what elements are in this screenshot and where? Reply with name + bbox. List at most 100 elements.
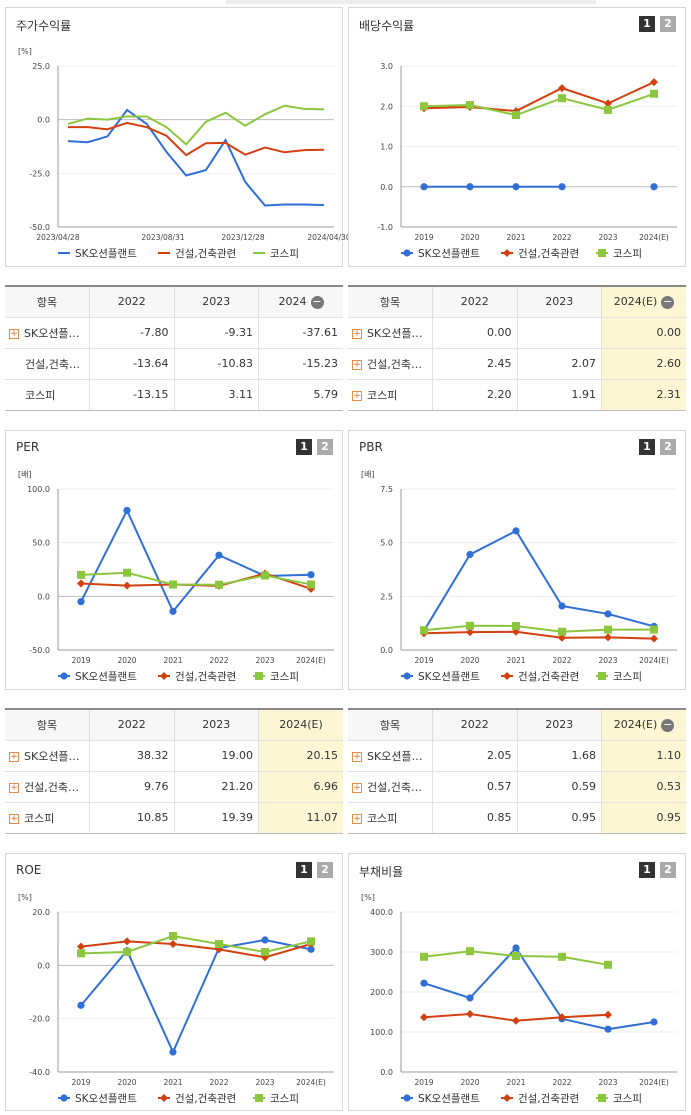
y-tick-label: 0.0 [37, 592, 50, 601]
data-point [558, 952, 566, 961]
expand-icon[interactable]: + [352, 782, 362, 793]
chart-mode-1-button[interactable]: 1 [639, 862, 655, 878]
chart-mode-1-button[interactable]: 1 [639, 439, 655, 455]
x-tick-label: 2024(E) [296, 656, 326, 665]
collapse-icon[interactable]: − [310, 294, 324, 309]
data-point [307, 584, 315, 593]
row-label[interactable]: + 건설,건축… [348, 770, 433, 802]
data-point [604, 633, 612, 642]
x-tick-label: 2021 [506, 656, 525, 665]
chart-mode-2-button[interactable]: 2 [317, 439, 333, 455]
x-tick-label: 2020 [460, 1078, 479, 1087]
row-label[interactable]: + 코스피 [348, 801, 433, 833]
x-tick-label: 2019 [414, 233, 433, 242]
y-tick-label: 20.0 [32, 908, 50, 917]
series [420, 78, 658, 116]
collapse-icon[interactable]: − [661, 294, 675, 309]
x-tick-label: 2020 [460, 656, 479, 665]
row-label[interactable]: + 건설,건축… [348, 347, 433, 379]
chart-mode-1-button[interactable]: 1 [296, 862, 312, 878]
legend-label: 건설,건축관련 [175, 671, 236, 683]
data-point [512, 111, 520, 120]
legend-item: SK오션플랜트 [58, 248, 137, 260]
column-header: 2022 [89, 710, 174, 740]
expand-icon[interactable]: + [9, 751, 19, 762]
expand-icon[interactable]: + [9, 782, 19, 793]
x-tick-label: 2022 [552, 656, 571, 665]
chart-mode-2-button[interactable]: 2 [660, 439, 676, 455]
row-label[interactable]: + SK오션플… [5, 739, 90, 771]
row-label[interactable]: + 건설,건축… [5, 770, 90, 802]
expand-icon[interactable]: + [352, 328, 362, 339]
series-line [423, 630, 655, 640]
unit-label: [배] [18, 470, 32, 479]
data-point [77, 579, 85, 588]
column-header: 2022 [432, 710, 517, 740]
data-point [604, 1025, 612, 1033]
data-point [512, 621, 520, 630]
table-row: + 건설,건축… 2.45 2.07 2.60 [348, 347, 686, 379]
panel-title: PBR [359, 440, 383, 454]
table-row: + 코스피 10.85 19.39 11.07 [5, 801, 343, 833]
panel-title: 부채비율 [359, 865, 404, 879]
x-tick-label: 2022 [209, 656, 228, 665]
chart-mode-2-button[interactable]: 2 [660, 16, 676, 32]
table-row: + SK오션플… 2.05 1.68 1.10 [348, 739, 686, 771]
data-point [503, 1094, 511, 1102]
data-point [123, 568, 131, 577]
data-point [604, 105, 612, 114]
legend-label: SK오션플랜트 [75, 248, 137, 260]
row-label[interactable]: + SK오션플… [348, 316, 433, 348]
data-point [650, 78, 658, 87]
table-cell: 10.85 [89, 801, 174, 833]
data-point [169, 1048, 177, 1056]
table-cell: 2.05 [432, 739, 517, 771]
series-line [423, 81, 655, 113]
row-label[interactable]: + SK오션플… [5, 316, 90, 348]
expand-icon[interactable]: + [352, 751, 362, 762]
row-label[interactable]: + 코스피 [348, 378, 433, 410]
table-cell: 21.20 [173, 770, 259, 802]
legend-item: SK오션플랜트 [401, 671, 480, 683]
row-label: 코스피 [5, 378, 90, 410]
expand-icon[interactable]: + [352, 359, 362, 370]
x-tick-label: 2024/04/30 [307, 233, 350, 242]
chart-mode-1-button[interactable]: 1 [639, 16, 655, 32]
collapse-icon[interactable]: − [661, 717, 675, 732]
pbr-chart: [배] 7.5 5.0 2.5 0.0 2019 2020 2021 2022 2023 2024(… [361, 470, 677, 683]
data-point [77, 1001, 85, 1009]
chart-mode-1-button[interactable]: 1 [296, 439, 312, 455]
x-tick-label: 2022 [209, 1078, 228, 1087]
legend-label: 건설,건축관련 [518, 248, 579, 260]
chart-mode-2-button[interactable]: 2 [317, 862, 333, 878]
y-tick-label: -40.0 [29, 1068, 50, 1077]
expand-icon[interactable]: + [352, 390, 362, 401]
row-label[interactable]: + SK오션플… [348, 739, 433, 771]
table-cell: -37.61 [258, 316, 343, 348]
unit-label: [배] [361, 470, 375, 479]
data-point [558, 602, 566, 610]
data-point [123, 581, 131, 590]
chart-mode-2-button[interactable]: 2 [660, 862, 676, 878]
legend-label: 건설,건축관련 [518, 671, 579, 683]
legend-item: 코스피 [596, 248, 642, 260]
series [77, 937, 315, 962]
row-label[interactable]: + 코스피 [5, 801, 90, 833]
data-table: 항목 2022 2023 2024(E) + SK오션플… 38.32 19.00 20.15 +… [5, 710, 343, 833]
table-cell: 0.85 [432, 801, 517, 833]
expand-icon[interactable]: + [9, 813, 19, 824]
dividend-yield-table: 항목 2022 2023 2024(E) − + SK오션플… 0.00 0.00 + 건설,건축…… [348, 285, 686, 411]
series-line [80, 934, 312, 955]
expand-icon[interactable]: + [352, 813, 362, 824]
table-cell: 1.10 [601, 739, 686, 771]
expand-icon[interactable]: + [9, 328, 19, 339]
table-cell: 1.68 [516, 739, 602, 771]
data-point [261, 948, 269, 956]
y-tick-label: 0.0 [380, 1068, 393, 1077]
column-header: 2024(E) − [601, 710, 686, 740]
column-header: 항목 [5, 287, 90, 317]
series [420, 1010, 612, 1025]
table-cell: 38.32 [89, 739, 174, 771]
x-tick-label: 2022 [552, 1078, 571, 1087]
y-tick-label: -50.0 [29, 646, 50, 655]
